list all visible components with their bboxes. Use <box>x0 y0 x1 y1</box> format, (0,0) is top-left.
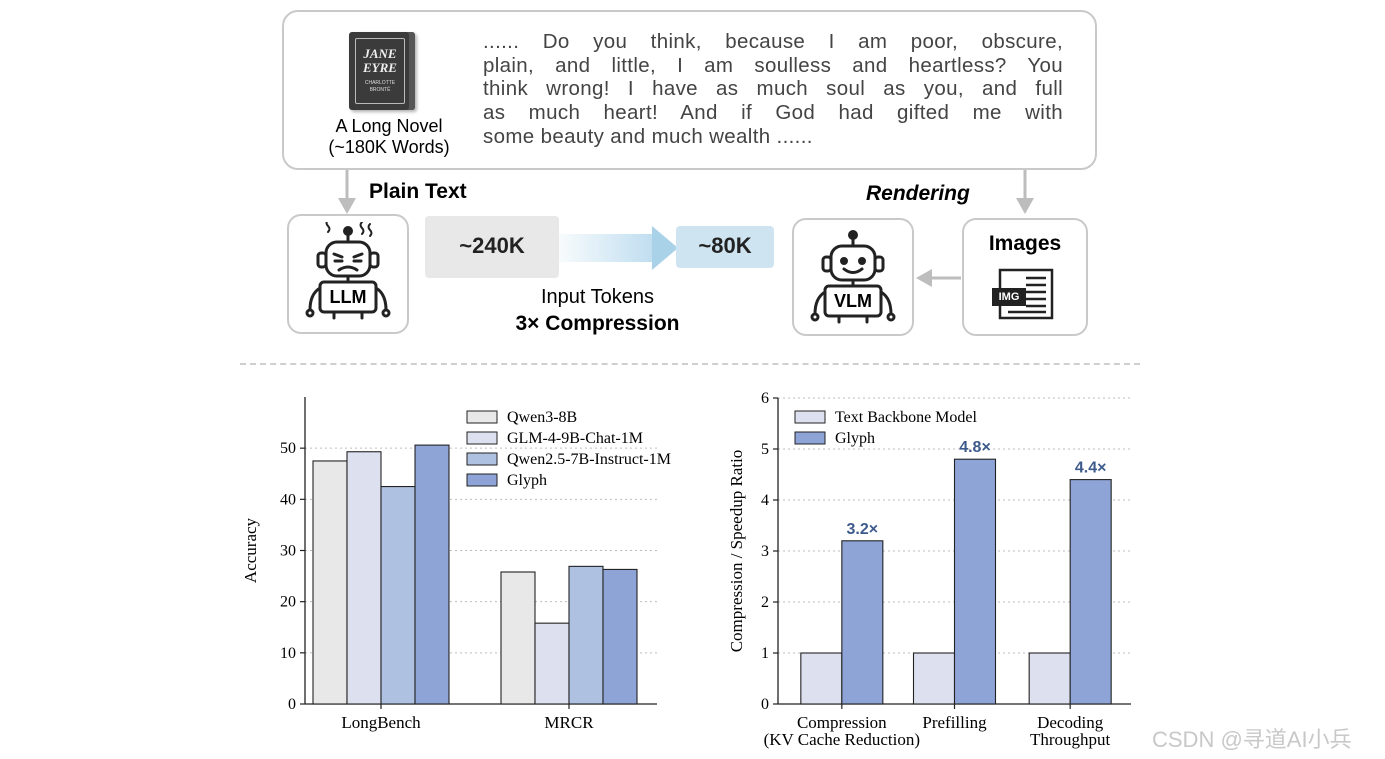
bar <box>500 571 536 705</box>
bar <box>912 652 956 705</box>
compression-label: 3× Compression <box>515 312 680 335</box>
legend: Text Backbone Model Glyph <box>794 409 978 447</box>
x-tick-label: LongBench <box>341 713 421 732</box>
arrow-to-llm <box>338 170 356 214</box>
legend-label: Qwen3-8B <box>507 409 577 426</box>
data-label: 3.2× <box>847 521 879 538</box>
x-tick-label: Decoding <box>1037 713 1104 732</box>
legend-swatch <box>466 473 498 487</box>
bar <box>312 460 348 705</box>
book-title-line1: JANE <box>363 46 397 61</box>
bar <box>568 565 604 705</box>
token-arrow-head <box>652 226 678 270</box>
quote-text: ...... Do you think, because I am poor, … <box>483 30 1063 149</box>
bar <box>1028 652 1071 705</box>
images-box <box>962 218 1088 336</box>
llm-label: LLM <box>329 287 367 307</box>
novel-input-box <box>282 10 1097 170</box>
legend-label: Glyph <box>835 430 875 447</box>
tokens-to-pill <box>676 226 774 268</box>
quote-line: think wrong! I have as much soul as you,… <box>483 77 1063 101</box>
quote-line: as much heart! And if God had gifted me … <box>483 101 1063 125</box>
quote-line: plain, and little, I am soulless and hea… <box>483 53 1063 77</box>
y-axis-label: Compression / Speedup Ratio <box>727 450 746 653</box>
bar <box>346 451 382 705</box>
bar <box>380 485 416 705</box>
legend-label: GLM-4-9B-Chat-1M <box>507 430 643 447</box>
legend-swatch <box>794 410 826 424</box>
book-author-line1: CHARLOTTE <box>364 80 396 86</box>
happy-robot-icon <box>810 230 896 324</box>
img-icon-label: IMG <box>998 291 1020 303</box>
sad-robot-icon <box>305 222 391 320</box>
y-tick-label: 6 <box>761 390 769 407</box>
book-icon: JANE EYRE CHARLOTTE BRONTË <box>349 32 415 110</box>
x-tick-label: Prefilling <box>922 713 987 732</box>
arrow-to-images <box>1016 170 1034 214</box>
section-divider <box>240 363 1140 365</box>
legend-label: Qwen2.5-7B-Instruct-1M <box>507 451 671 468</box>
quote-line: some beauty and much wealth ...... <box>483 124 813 148</box>
bar <box>414 444 450 705</box>
vlm-label: VLM <box>834 291 872 311</box>
x-tick-label: MRCR <box>544 713 594 732</box>
flow-arrows <box>338 170 1034 287</box>
legend: Qwen3-8B GLM-4-9B-Chat-1M Qwen2.5-7B-Instr… <box>466 409 671 489</box>
y-tick-label: 30 <box>280 543 296 560</box>
bar <box>1069 479 1112 705</box>
images-label: Images <box>988 232 1062 255</box>
y-tick-label: 4 <box>761 492 769 509</box>
x-tick-label: Throughput <box>1030 730 1111 749</box>
y-axis-label: Accuracy <box>241 517 260 583</box>
y-tick-label: 50 <box>280 440 296 457</box>
token-arrow <box>559 234 659 262</box>
y-tick-label: 20 <box>280 594 296 611</box>
y-tick-label: 3 <box>761 543 769 560</box>
y-tick-label: 1 <box>761 645 769 662</box>
novel-label-line2: (~180K Words) <box>328 137 450 157</box>
y-tick-label: 0 <box>288 696 296 713</box>
y-tick-label: 5 <box>761 441 769 458</box>
data-label: 4.4× <box>1075 460 1107 477</box>
tokens-from-label: ~240K <box>459 233 525 258</box>
legend-label: Text Backbone Model <box>835 409 978 426</box>
bar <box>800 652 843 705</box>
legend-swatch <box>794 431 826 445</box>
compression-speedup-chart: 0 1 2 3 4 5 6 Compression / Speedup Ratio 3.2× Co… <box>727 390 1131 749</box>
book-author-line2: BRONTË <box>369 87 391 93</box>
input-tokens-label: Input Tokens <box>540 286 655 308</box>
watermark: CSDN @寻道AI小兵 <box>1152 727 1352 752</box>
bar <box>953 458 997 705</box>
bar <box>534 622 570 705</box>
novel-label-line1: A Long Novel <box>335 116 443 136</box>
x-tick-label: Compression <box>797 713 887 732</box>
y-tick-label: 40 <box>280 491 296 508</box>
image-document-icon <box>992 268 1054 320</box>
y-tick-label: 10 <box>280 645 296 662</box>
legend-swatch <box>466 452 498 466</box>
legend-swatch <box>466 431 498 445</box>
legend-swatch <box>466 410 498 424</box>
y-tick-label: 2 <box>761 594 769 611</box>
accuracy-chart: 0 10 20 30 40 50 Accuracy LongBench MRCR Qwen3-8B… <box>241 397 671 732</box>
tokens-to-label: ~80K <box>698 233 752 258</box>
bar <box>602 568 638 705</box>
tokens-from-pill <box>425 216 559 278</box>
rendering-label: Rendering <box>866 182 970 205</box>
book-title-line2: EYRE <box>363 60 397 75</box>
quote-line: ...... Do you think, because I am poor, … <box>483 30 1063 53</box>
y-tick-label: 0 <box>761 696 769 713</box>
arrow-images-to-vlm <box>916 269 961 287</box>
plain-text-label: Plain Text <box>369 180 467 203</box>
legend-label: Glyph <box>507 472 547 489</box>
bar <box>841 540 884 705</box>
x-tick-label: (KV Cache Reduction) <box>764 730 920 749</box>
data-label: 4.8× <box>959 439 991 456</box>
